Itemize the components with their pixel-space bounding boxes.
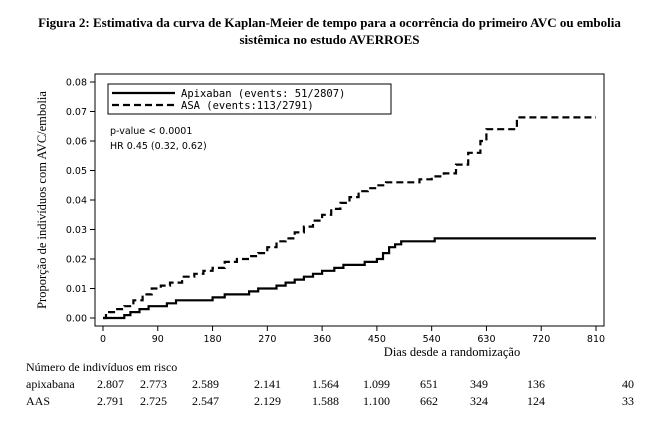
y-tick-label: 0.00 bbox=[66, 314, 87, 325]
x-tick-label: 0 bbox=[100, 334, 106, 345]
y-tick-label: 0.03 bbox=[66, 225, 87, 236]
series-asa-line bbox=[103, 116, 596, 320]
x-tick-label: 540 bbox=[423, 334, 441, 345]
figure-title: Figura 2: Estimativa da curva de Kaplan-… bbox=[0, 14, 659, 48]
risk-cell: 124 bbox=[527, 394, 545, 408]
x-tick-label: 360 bbox=[313, 334, 331, 345]
risk-cell: 324 bbox=[470, 394, 488, 408]
risk-cell: 40 bbox=[622, 377, 634, 391]
x-tick-label: 810 bbox=[587, 334, 605, 345]
risk-cell: 2.589 bbox=[192, 377, 219, 391]
risk-table-row: apixabana 2.807 2.773 2.589 2.141 1.564 1.099 6… bbox=[0, 377, 659, 393]
y-tick-label: 0.05 bbox=[66, 166, 87, 177]
risk-cell: 1.100 bbox=[363, 394, 390, 408]
risk-cell: 2.791 bbox=[97, 394, 124, 408]
risk-table-title: Número de indivíduos em risco bbox=[26, 360, 178, 374]
legend-label-asa: ASA (events:113/2791) bbox=[181, 100, 314, 112]
y-tick-label: 0.06 bbox=[66, 137, 87, 148]
y-tick-label: 0.04 bbox=[66, 196, 87, 207]
p-value-annotation: p-value < 0.0001 bbox=[110, 126, 192, 137]
risk-cell: 136 bbox=[527, 377, 545, 391]
x-tick-label: 270 bbox=[258, 334, 276, 345]
risk-cell: 662 bbox=[420, 394, 438, 408]
x-axis-label: Dias desde a randomização bbox=[384, 345, 520, 359]
series-apixaban-line bbox=[103, 237, 596, 320]
risk-cell: 33 bbox=[622, 394, 634, 408]
x-tick-label: 90 bbox=[152, 334, 164, 345]
figure-title-line1: Figura 2: Estimativa da curva de Kaplan-… bbox=[38, 15, 621, 30]
legend-box bbox=[107, 83, 392, 115]
risk-cell: 1.588 bbox=[312, 394, 339, 408]
risk-cell: 1.099 bbox=[363, 377, 390, 391]
legend-label-apixaban: Apixaban (events: 51/2807) bbox=[181, 88, 345, 100]
risk-cell: 2.129 bbox=[254, 394, 281, 408]
chart-axes: 0.00 0.01 0.02 0.03 0.04 0.05 0.06 0.07 0.08 0 90 1… bbox=[35, 73, 605, 359]
risk-cell: 349 bbox=[470, 377, 488, 391]
x-tick-label: 630 bbox=[477, 334, 495, 345]
y-tick-label: 0.02 bbox=[66, 255, 87, 266]
risk-row-label: apixabana bbox=[26, 377, 75, 391]
risk-row-label: AAS bbox=[26, 394, 51, 408]
x-tick-label: 450 bbox=[368, 334, 386, 345]
chart-legend: Apixaban (events: 51/2807)ASA (events:11… bbox=[107, 83, 392, 152]
hazard-ratio-annotation: HR 0.45 (0.32, 0.62) bbox=[110, 141, 207, 152]
risk-cell: 2.807 bbox=[97, 377, 124, 391]
chart-series bbox=[103, 116, 596, 320]
risk-cell: 651 bbox=[420, 377, 438, 391]
x-tick-label: 180 bbox=[203, 334, 221, 345]
y-tick-label: 0.01 bbox=[66, 284, 87, 295]
risk-cell: 2.547 bbox=[192, 394, 219, 408]
y-tick-label: 0.07 bbox=[66, 107, 87, 118]
y-axis-label: Proporção de indivíduos com AVC/embolia bbox=[35, 91, 49, 309]
y-tick-label: 0.08 bbox=[66, 78, 87, 89]
risk-cell: 1.564 bbox=[312, 377, 339, 391]
risk-table-row: AAS 2.791 2.725 2.547 2.129 1.588 1.100 662 324 1… bbox=[0, 394, 659, 410]
risk-cell: 2.773 bbox=[140, 377, 167, 391]
figure-title-line2: sistêmica no estudo AVERROES bbox=[239, 32, 420, 47]
risk-cell: 2.141 bbox=[254, 377, 281, 391]
x-tick-label: 720 bbox=[532, 334, 550, 345]
risk-cell: 2.725 bbox=[140, 394, 167, 408]
